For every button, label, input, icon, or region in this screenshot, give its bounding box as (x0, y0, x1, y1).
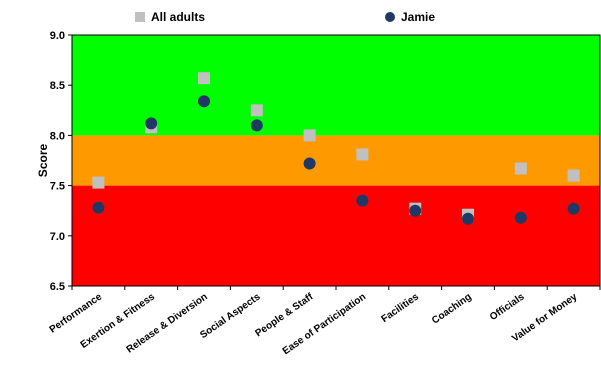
point-jamie (356, 194, 369, 207)
data-points (92, 72, 580, 225)
y-tick-label: 8.5 (50, 80, 65, 92)
y-tick-label: 6.5 (50, 281, 65, 293)
y-tick-label: 8.0 (50, 130, 65, 142)
point-jamie (198, 95, 210, 108)
point-all-adults (303, 129, 316, 142)
legend: All adults Jamie (135, 10, 435, 24)
x-tick-label: Coaching (430, 291, 474, 326)
point-all-adults (567, 169, 580, 182)
score-bands (72, 35, 600, 286)
point-jamie (462, 212, 474, 225)
point-all-adults (198, 72, 210, 85)
y-axis: 6.5 7.0 7.5 8.0 8.5 9.0 (50, 30, 72, 293)
point-jamie (567, 202, 580, 215)
x-tick-label: Facilities (380, 291, 422, 325)
legend-label: Jamie (401, 10, 435, 24)
point-jamie (514, 211, 527, 224)
y-tick-label: 7.5 (50, 181, 65, 193)
band-0 (72, 185, 600, 286)
legend-marker-all-adults (135, 12, 145, 22)
point-jamie (250, 119, 263, 132)
point-jamie (409, 204, 422, 217)
legend-marker-jamie (385, 12, 395, 22)
point-all-adults (514, 162, 527, 175)
band-1 (72, 135, 600, 186)
y-axis-label: Score (36, 144, 50, 178)
point-all-adults (250, 104, 263, 117)
point-jamie (145, 117, 158, 130)
x-tick-label: Officials (488, 291, 527, 323)
point-jamie (303, 157, 316, 170)
band-2 (72, 35, 600, 136)
point-all-adults (92, 176, 105, 189)
point-all-adults (356, 148, 369, 161)
point-jamie (92, 201, 105, 214)
y-tick-label: 7.0 (50, 231, 65, 243)
legend-label: All adults (151, 10, 205, 24)
y-tick-label: 9.0 (50, 30, 65, 42)
